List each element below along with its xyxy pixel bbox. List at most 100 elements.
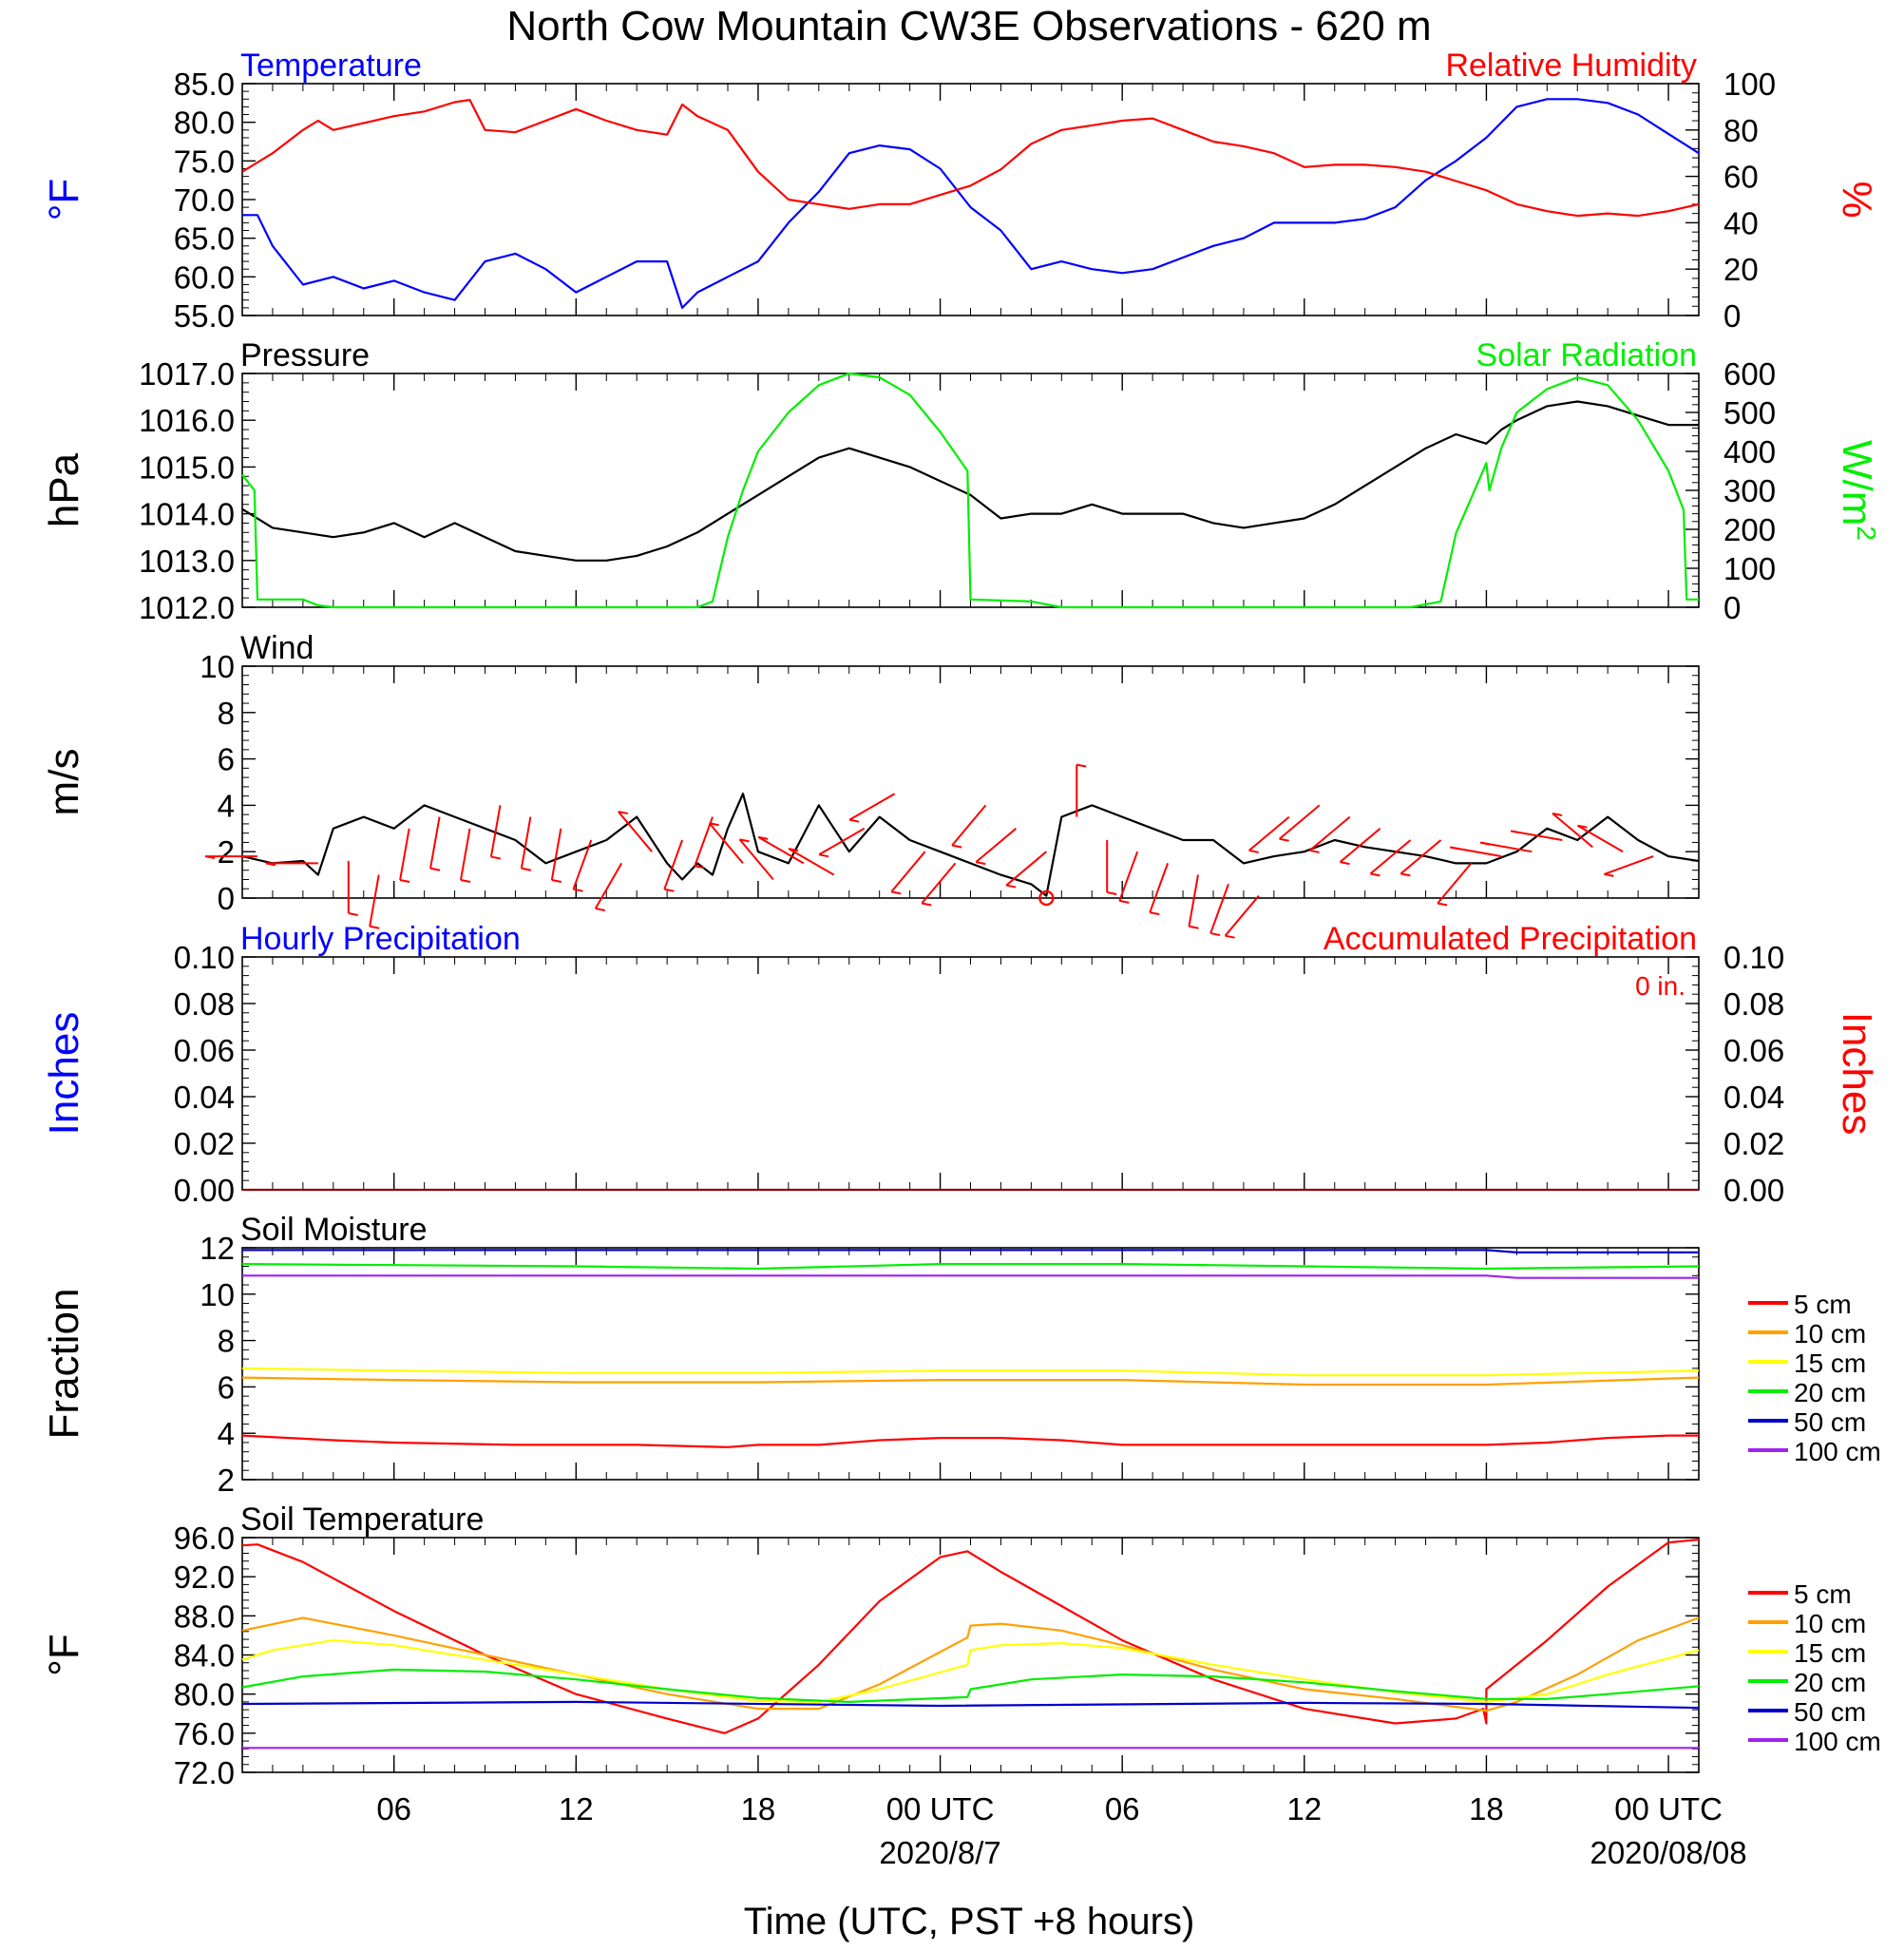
panel-title-left: Soil Temperature [240,1502,484,1538]
y-tick-label: 80 [1723,113,1759,148]
wind-barb-staff [1005,851,1047,887]
series-line-5-cm [241,1434,1699,1448]
wind-barb-flag [551,878,562,883]
series-line-solar-radiation [241,372,1699,609]
y-tick-label: 0.10 [1723,940,1784,975]
series-line-15-cm [241,1367,1700,1377]
wind-barb-staff [788,848,835,876]
wind-barb-flag [429,867,441,871]
wind-barb-staff [459,828,471,881]
calm-wind-marker [1038,889,1055,907]
legend-label: 50 cm [1794,1697,1866,1727]
y-tick-label: 80.0 [174,105,235,141]
panel-title-right: Accumulated Precipitation [1323,921,1697,957]
y-tick-label: 75.0 [174,143,235,179]
panel-pressure-solar: 1012.0 1013.0 1014.0 1015.0 1016.0 1017.0 0 100… [41,337,1882,625]
y-tick-label: 0.04 [1723,1080,1784,1115]
y-tick-label: 0.02 [174,1126,235,1161]
y-tick-label: 0.00 [1723,1173,1784,1208]
wind-barb-flag [1400,872,1411,877]
wind-barb-staff [1369,839,1412,875]
wind-barb-flag [1119,899,1130,904]
y-axis-label-superscript: 2 [1853,526,1882,541]
wind-barb-staff [1552,813,1593,849]
y-tick-label: 88.0 [174,1598,235,1634]
wind-barb-flag [976,861,986,866]
x-tick-label: 18 [1469,1791,1504,1827]
wind-barb-staff [1577,824,1624,853]
wind-barb-flag [369,925,380,929]
y-tick-label: 100 [1723,551,1776,586]
y-tick-label: 72.0 [174,1755,235,1790]
wind-barb-staff [890,851,926,892]
wind-barb-flag [1309,849,1320,853]
panel-title-left: Soil Moisture [240,1212,428,1248]
wind-barb-flag [348,911,358,916]
y-tick-label: 70.0 [174,182,235,218]
wind-barb-staff [1149,863,1170,913]
y-tick-label: 0.08 [1723,986,1784,1022]
wind-barb-staff [572,839,593,890]
y-tick-label: 20 [1723,252,1759,287]
wind-barb-staff [429,816,441,869]
wind-barb-staff [1188,874,1200,927]
legend-label: 20 cm [1794,1668,1866,1697]
wind-barb-staff [520,816,532,869]
y-tick-label: 4 [218,1416,235,1451]
wind-barb-flag [818,853,829,858]
wind-barb-flag [1552,812,1563,816]
wind-barb-flag [739,838,750,843]
wind-barb-flag [1279,837,1289,842]
wind-barb-flag [399,878,410,883]
wind-barb-staff [1248,815,1290,851]
wind-barb-flag [1437,902,1448,907]
figure-title: North Cow Mountain CW3E Observations - 6… [506,3,1431,49]
y-tick-label: 40 [1723,205,1759,240]
panel-title-left: Hourly Precipitation [240,921,521,957]
wind-barb-flag [1577,824,1588,829]
y-tick-label: 0.06 [174,1033,235,1068]
series-line-relative-humidity [241,98,1700,218]
x-tick-label: 12 [559,1791,594,1827]
wind-barb-staff [975,828,1018,863]
wind-barb-staff [1279,804,1321,840]
wind-barb-staff [921,862,957,905]
x-date-label: 2020/8/7 [879,1835,1000,1870]
legend-label: 100 cm [1794,1437,1881,1466]
panel-title-right: Relative Humidity [1445,48,1697,84]
y-axis-label-right: % [1834,181,1880,218]
wind-barb-flag [265,862,276,867]
y-tick-label: 200 [1723,512,1776,547]
y-tick-label: 6 [218,742,235,777]
y-tick-label: 300 [1723,473,1776,508]
wind-barb-flag [573,888,583,892]
y-axis-label-left: Inches [41,1012,87,1136]
legend-label: 15 cm [1794,1638,1866,1668]
wind-barb-staff [1399,839,1442,875]
legend-label: 10 cm [1794,1319,1866,1348]
y-axis-label-left: °F [41,179,87,220]
y-tick-label: 80.0 [174,1677,235,1712]
wind-barb-staff [1209,884,1229,934]
wind-barb-flag [1107,891,1117,895]
wind-barb-flag [1604,872,1614,877]
series-line-temperature [242,98,1700,309]
series-line-15-cm [241,1638,1700,1704]
y-tick-label: 60 [1723,160,1759,195]
series-line-wind [241,793,1700,897]
wind-barb-staff [1308,815,1351,851]
y-tick-label: 500 [1723,395,1776,430]
y-tick-label: 1017.0 [139,356,235,392]
y-tick-label: 1016.0 [139,403,235,438]
x-date-label: 2020/08/08 [1590,1835,1746,1870]
x-tick-label: 12 [1286,1791,1322,1827]
wind-barb-staff [1339,828,1381,863]
y-axis-label-right: W/m2 [1834,440,1882,541]
wind-barb-flag [709,822,719,827]
panel-title-left: Wind [240,630,314,666]
y-tick-label: 0 [1723,590,1741,625]
wind-barb-staff [951,804,987,847]
legend-label: 15 cm [1794,1348,1866,1378]
